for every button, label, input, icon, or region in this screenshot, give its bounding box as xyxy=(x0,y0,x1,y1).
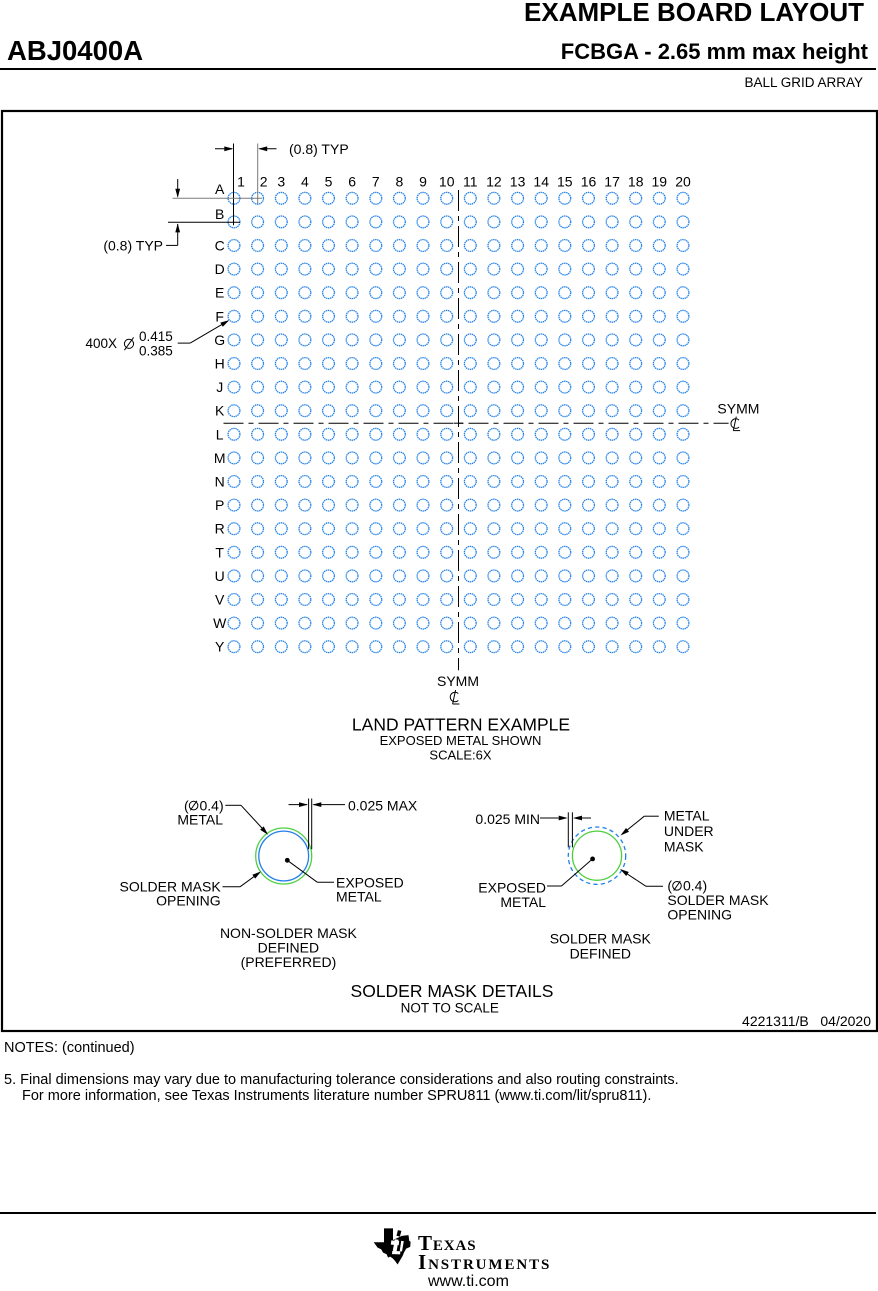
svg-text:0.025 MAX: 0.025 MAX xyxy=(348,797,418,813)
svg-text:METAL: METAL xyxy=(177,811,223,827)
svg-text:T: T xyxy=(215,544,224,560)
svg-text:(0.8) TYP: (0.8) TYP xyxy=(103,238,163,254)
svg-text:Y: Y xyxy=(215,639,225,655)
svg-text:16: 16 xyxy=(581,174,597,190)
svg-text:9: 9 xyxy=(419,174,427,190)
svg-text:D: D xyxy=(215,261,225,277)
svg-text:2: 2 xyxy=(260,174,268,190)
svg-text:14: 14 xyxy=(533,174,549,190)
svg-text:400X: 400X xyxy=(86,336,118,351)
svg-text:OPENING: OPENING xyxy=(156,893,221,909)
svg-text:OPENING: OPENING xyxy=(667,907,732,923)
svg-text:15: 15 xyxy=(557,174,573,190)
svg-text:SOLDER MASK DETAILS: SOLDER MASK DETAILS xyxy=(351,981,554,1001)
svg-text:3: 3 xyxy=(277,174,285,190)
svg-text:EXPOSED: EXPOSED xyxy=(478,879,546,895)
svg-text:METAL: METAL xyxy=(336,889,382,905)
svg-text:13: 13 xyxy=(510,174,526,190)
svg-text:DEFINED: DEFINED xyxy=(258,940,319,956)
svg-text:V: V xyxy=(215,592,225,608)
svg-text:0.4): 0.4) xyxy=(683,878,707,894)
svg-text:E: E xyxy=(215,285,224,301)
svg-text:19: 19 xyxy=(652,174,668,190)
svg-text:LAND PATTERN EXAMPLE: LAND PATTERN EXAMPLE xyxy=(352,715,570,735)
svg-text:G: G xyxy=(214,332,225,348)
svg-text:0.025 MIN: 0.025 MIN xyxy=(475,811,540,827)
svg-text:20: 20 xyxy=(675,174,691,190)
svg-text:R: R xyxy=(215,521,225,537)
svg-text:4221311/B 04/2020: 4221311/B 04/2020 xyxy=(742,1013,871,1029)
svg-text:(: ( xyxy=(667,878,672,894)
svg-text:1: 1 xyxy=(237,174,245,190)
svg-text:U: U xyxy=(215,568,225,584)
svg-text:10: 10 xyxy=(439,174,455,190)
svg-text:C: C xyxy=(215,238,225,254)
svg-text:METAL: METAL xyxy=(500,894,546,910)
svg-text:J: J xyxy=(216,379,223,395)
svg-text:0.415: 0.415 xyxy=(139,329,173,344)
svg-text:18: 18 xyxy=(628,174,644,190)
svg-text:B: B xyxy=(215,206,224,222)
svg-text:4: 4 xyxy=(301,174,309,190)
svg-text:SCALE:6X: SCALE:6X xyxy=(429,748,491,763)
svg-text:17: 17 xyxy=(604,174,620,190)
svg-text:(0.8) TYP: (0.8) TYP xyxy=(289,141,349,157)
svg-text:N: N xyxy=(215,474,225,490)
svg-text:5: 5 xyxy=(325,174,333,190)
svg-text:F: F xyxy=(215,308,224,324)
svg-text:NON-SOLDER MASK: NON-SOLDER MASK xyxy=(220,925,358,941)
svg-text:SOLDER MASK: SOLDER MASK xyxy=(667,892,769,908)
svg-text:EXPOSED: EXPOSED xyxy=(336,875,404,891)
svg-text:SYMM: SYMM xyxy=(717,400,759,416)
svg-text:EXPOSED METAL SHOWN: EXPOSED METAL SHOWN xyxy=(380,733,542,748)
svg-text:SOLDER MASK: SOLDER MASK xyxy=(120,879,222,895)
svg-text:M: M xyxy=(214,450,226,466)
svg-text:7: 7 xyxy=(372,174,380,190)
svg-text:UNDER: UNDER xyxy=(664,823,714,839)
svg-text:P: P xyxy=(215,497,224,513)
svg-text:6: 6 xyxy=(348,174,356,190)
svg-text:12: 12 xyxy=(486,174,502,190)
svg-text:L: L xyxy=(216,426,224,442)
svg-text:DEFINED: DEFINED xyxy=(570,946,631,962)
svg-text:11: 11 xyxy=(463,174,478,190)
svg-text:W: W xyxy=(213,615,227,631)
svg-text:0.4): 0.4) xyxy=(200,797,224,813)
svg-text:SYMM: SYMM xyxy=(437,673,479,689)
svg-text:(: ( xyxy=(184,797,189,813)
svg-text:A: A xyxy=(215,181,225,197)
svg-text:METAL: METAL xyxy=(664,808,710,824)
svg-text:(PREFERRED): (PREFERRED) xyxy=(241,954,337,970)
svg-text:0.385: 0.385 xyxy=(139,343,173,358)
svg-text:SOLDER MASK: SOLDER MASK xyxy=(550,931,652,947)
svg-text:K: K xyxy=(215,403,225,419)
svg-text:NOT TO SCALE: NOT TO SCALE xyxy=(401,1000,499,1015)
svg-text:8: 8 xyxy=(396,174,404,190)
svg-text:MASK: MASK xyxy=(664,839,704,855)
svg-text:H: H xyxy=(215,356,225,372)
